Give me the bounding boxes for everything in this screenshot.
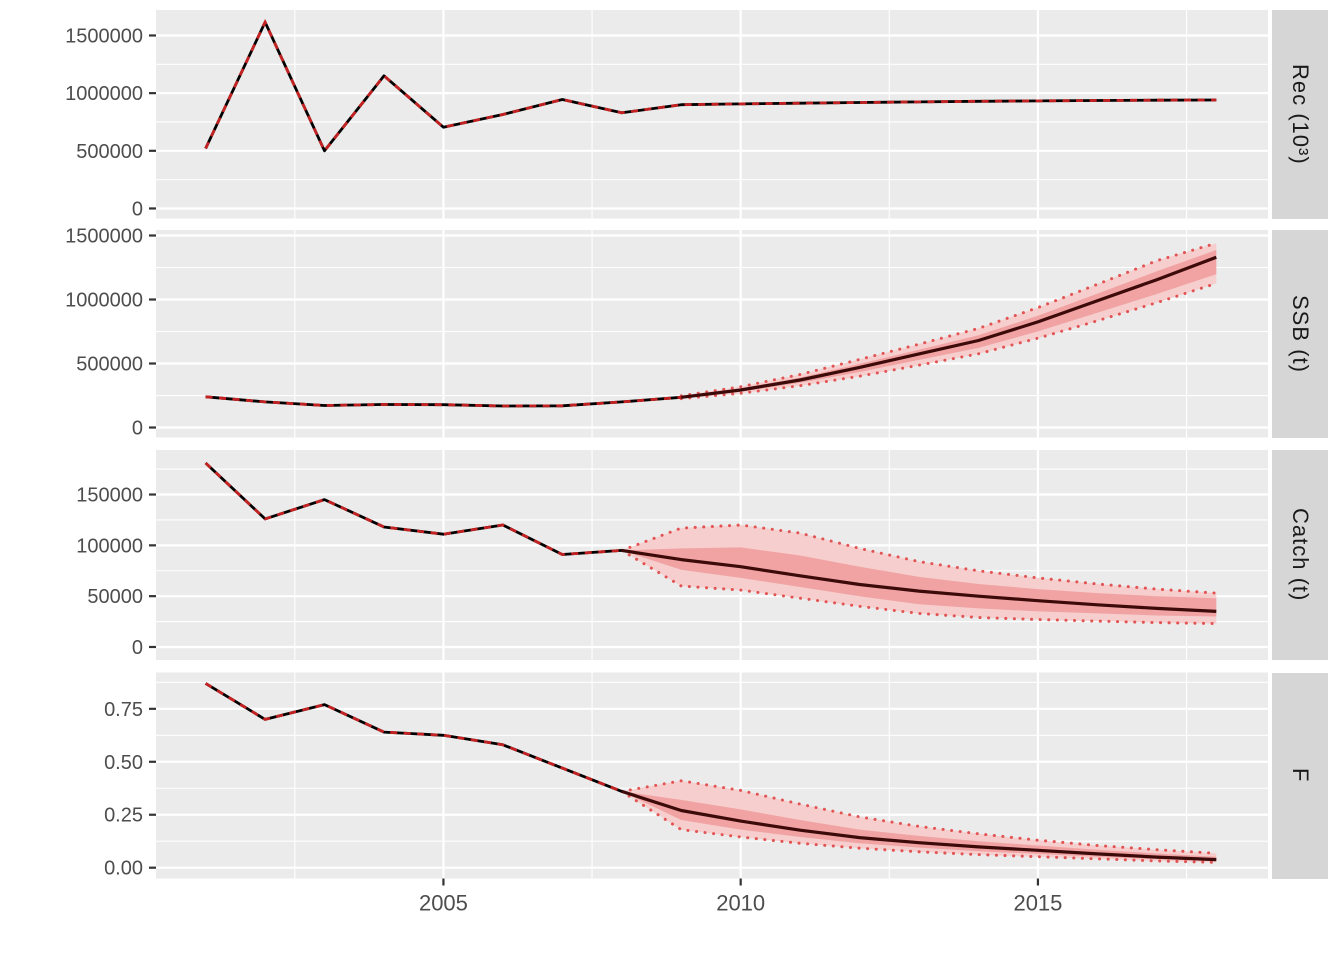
y-tick-label: 0 <box>132 198 143 220</box>
y-tick-label: 1000000 <box>65 290 143 312</box>
y-tick-label: 0.00 <box>104 858 143 880</box>
facet-strip-label: SSB (t) <box>1288 294 1313 373</box>
panel-background <box>156 672 1268 879</box>
historical-line-red-dashed <box>204 461 622 556</box>
y-tick-label: 500000 <box>76 141 143 163</box>
facet-strip-label: Rec (10³) <box>1288 63 1313 165</box>
confidence-ribbon-inner <box>621 547 1217 617</box>
facet-strip-label: F <box>1288 768 1313 783</box>
panel-background <box>156 10 1268 219</box>
y-tick-label: 0 <box>132 637 143 659</box>
confidence-ribbon-inner <box>621 791 1217 862</box>
ribbon-edge-upper-dotted <box>620 779 1218 855</box>
x-tick-label: 2005 <box>419 891 468 916</box>
ribbon-edge-upper-dotted <box>679 241 1218 398</box>
y-tick-label: 0.50 <box>104 752 143 774</box>
historical-line-red-dashed <box>204 682 623 793</box>
facet-strip-rec: Rec (10³) <box>1272 10 1328 219</box>
y-tick-label: 0.25 <box>104 805 143 827</box>
facet-strip-ssb: SSB (t) <box>1272 230 1328 438</box>
facet-strip-catch: Catch (t) <box>1272 450 1328 660</box>
confidence-ribbon-outer <box>621 780 1217 863</box>
y-tick-label: 100000 <box>76 535 143 557</box>
ribbon-edge-lower-dotted <box>620 548 1218 626</box>
y-tick-label: 1500000 <box>65 25 143 47</box>
y-tick-label: 150000 <box>76 485 143 507</box>
ribbon-edge-lower-dotted <box>620 789 1218 864</box>
y-tick-label: 0 <box>132 418 143 440</box>
x-tick-label: 2015 <box>1013 891 1062 916</box>
y-tick-label: 1500000 <box>65 226 143 248</box>
y-tick-label: 50000 <box>87 586 143 608</box>
forecast-median-line <box>621 548 1217 613</box>
ribbon-edge-upper-dotted <box>620 523 1218 595</box>
y-tick-label: 500000 <box>76 354 143 376</box>
forecast-median-line <box>681 255 1217 399</box>
x-tick-label: 2010 <box>716 891 765 916</box>
panel-background <box>156 230 1268 438</box>
ribbon-edge-lower-dotted <box>679 281 1218 401</box>
historical-line-red-dashed <box>205 395 682 408</box>
historical-line <box>204 20 1217 153</box>
y-tick-label: 0.75 <box>104 699 143 721</box>
y-tick-label: 1000000 <box>65 83 143 105</box>
facet-strip-f: F <box>1272 672 1328 879</box>
forecast-median-line <box>621 789 1217 862</box>
facet-strip-label: Catch (t) <box>1288 508 1313 602</box>
